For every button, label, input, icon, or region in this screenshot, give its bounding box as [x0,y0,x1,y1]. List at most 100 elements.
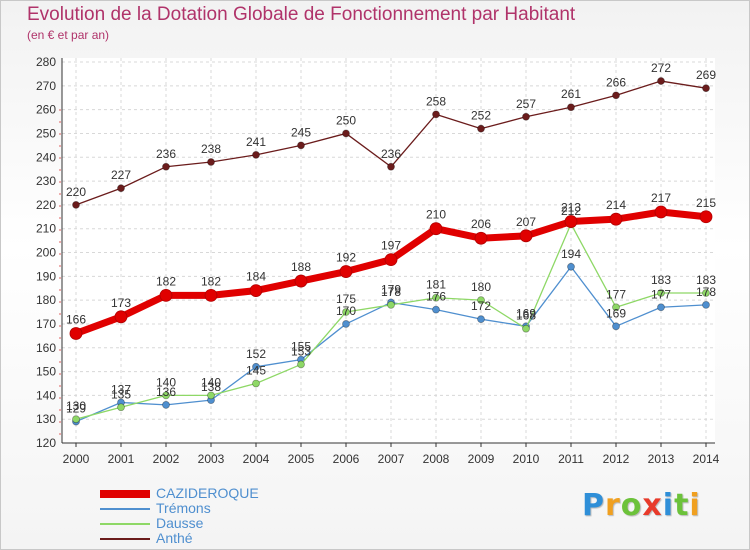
data-label-cazideroque: 184 [246,270,266,284]
x-tick-label: 2013 [648,452,675,466]
data-point-dausse [522,324,530,333]
data-point-anth [477,124,485,133]
data-point-cazideroque [159,288,173,302]
x-tick-label: 2004 [243,452,270,466]
y-tick-label: 180 [36,293,56,307]
data-point-trmons [477,315,485,324]
data-point-cazideroque [474,231,488,245]
data-label-cazideroque: 192 [336,251,356,265]
data-point-dausse [702,289,710,297]
data-point-anth [612,91,620,100]
x-tick-label: 2002 [153,452,180,466]
data-label-anth: 238 [201,142,221,156]
data-point-dausse [432,293,440,302]
legend-label-tremons: Trémons [156,500,211,516]
data-label-dausse: 175 [336,292,356,306]
data-label-anth: 245 [291,125,311,139]
data-label-anth: 272 [651,61,671,75]
y-tick-label: 220 [36,198,56,212]
data-label-anth: 220 [66,185,86,199]
data-point-dausse [387,300,395,309]
data-label-trmons: 138 [201,380,221,394]
x-tick-label: 2007 [378,452,405,466]
legend-swatch-anthe [100,538,150,540]
y-tick-label: 140 [36,388,56,402]
legend-swatch-dausse [100,523,150,525]
data-label-trmons: 176 [426,290,446,304]
y-tick-label: 170 [36,317,56,331]
data-point-anth [657,77,665,85]
x-tick-label: 2012 [603,452,630,466]
data-point-cazideroque [294,274,308,288]
legend-label-caziderque: CAZIDEROQUE [156,485,259,501]
data-label-anth: 266 [606,75,626,89]
legend-label-dausse: Dausse [156,515,204,531]
data-label-cazideroque: 182 [201,274,221,288]
data-label-trmons: 169 [606,306,626,320]
y-tick-label: 150 [36,365,56,379]
x-tick-label: 2006 [333,452,360,466]
y-tick-label: 190 [36,269,56,283]
data-point-trmons [657,303,665,312]
legend-swatch-tremons [100,508,150,510]
data-label-dausse: 212 [561,204,581,218]
data-point-cazideroque [609,212,623,226]
data-point-anth [72,200,80,209]
x-tick-label: 2001 [108,452,135,466]
y-tick-label: 200 [36,246,56,260]
data-point-anth [162,162,170,171]
y-tick-label: 250 [36,126,56,140]
data-point-dausse [252,379,260,388]
y-tick-label: 120 [36,436,56,450]
data-point-cazideroque [339,265,353,278]
proxiti-logo: Proxiti [582,488,701,523]
data-label-dausse: 183 [696,273,716,287]
data-label-cazideroque: 213 [561,201,581,215]
data-label-dausse: 145 [246,363,266,377]
x-tick-label: 2009 [468,452,495,466]
y-tick-label: 130 [36,412,56,426]
data-label-anth: 252 [471,109,491,123]
data-label-cazideroque: 217 [651,191,671,205]
plot-area [62,58,715,443]
data-point-anth [702,84,710,93]
data-label-dausse: 180 [471,280,491,294]
data-point-dausse [612,303,620,312]
data-point-anth [522,112,530,121]
data-label-cazideroque: 215 [696,196,716,210]
data-label-cazideroque: 166 [66,312,86,326]
y-tick-label: 260 [36,103,56,117]
x-tick-label: 2005 [288,452,315,466]
data-label-trmons: 179 [381,283,401,297]
data-point-dausse [162,391,170,400]
y-tick-label: 230 [36,174,56,188]
data-label-dausse: 153 [291,344,311,358]
data-label-anth: 261 [561,87,581,101]
data-point-dausse [477,296,485,305]
x-tick-label: 2010 [513,452,540,466]
data-label-cazideroque: 182 [156,274,176,288]
data-label-anth: 236 [156,147,176,161]
data-label-anth: 241 [246,135,266,149]
data-point-trmons [432,305,440,314]
data-point-dausse [117,403,125,412]
data-label-trmons: 177 [651,287,671,301]
data-label-anth: 236 [381,147,401,161]
data-label-anth: 257 [516,97,536,111]
x-tick-label: 2011 [558,452,584,466]
data-point-anth [342,129,350,138]
data-label-anth: 258 [426,94,446,108]
data-point-trmons [702,300,710,309]
data-point-anth [252,150,260,159]
data-label-trmons: 136 [156,385,176,399]
data-point-dausse [342,308,350,316]
data-label-dausse: 135 [111,387,131,401]
data-label-trmons: 194 [561,247,581,261]
data-point-anth [117,184,125,193]
data-label-dausse: 183 [651,273,671,287]
data-point-dausse [207,391,215,400]
data-label-dausse: 140 [156,375,176,389]
data-point-dausse [657,289,665,297]
data-label-trmons: 155 [291,340,311,354]
